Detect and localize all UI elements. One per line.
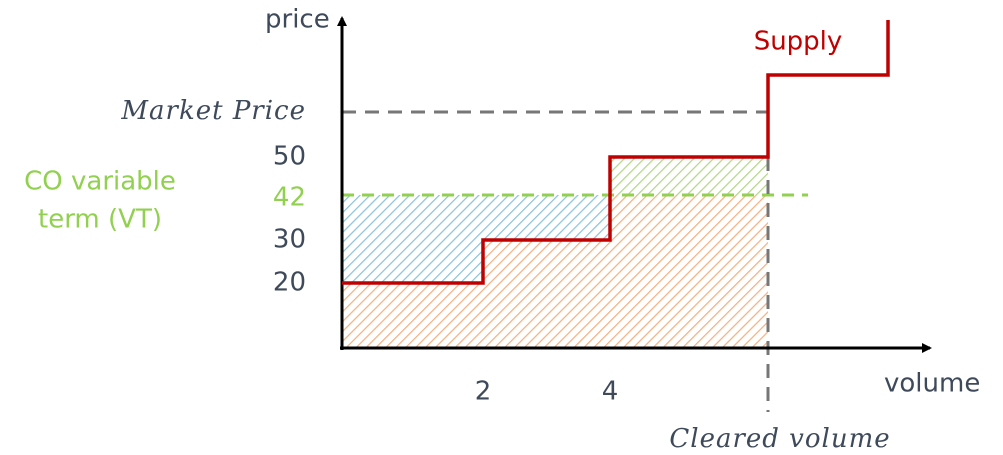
x-tick-label: 4 xyxy=(602,377,619,407)
y-tick-label: 50 xyxy=(273,142,306,172)
market-price-label: Market Price xyxy=(120,96,306,126)
vt-label: term (VT) xyxy=(38,205,162,235)
y-tick-label: 20 xyxy=(273,268,306,298)
x-tick-label: 2 xyxy=(475,377,492,407)
y-tick-label: 30 xyxy=(273,225,306,255)
cleared-volume-label: Cleared volume xyxy=(669,424,890,454)
blue-area xyxy=(342,195,610,283)
y-axis-label: price xyxy=(265,5,330,35)
vt-label: CO variable xyxy=(24,167,176,197)
y-tick-label: 42 xyxy=(273,183,306,213)
green-area xyxy=(610,157,768,195)
orange-area xyxy=(342,195,768,348)
supply-label: Supply xyxy=(754,27,843,57)
supply-curve xyxy=(342,20,890,285)
x-axis-label: volume xyxy=(884,369,980,399)
